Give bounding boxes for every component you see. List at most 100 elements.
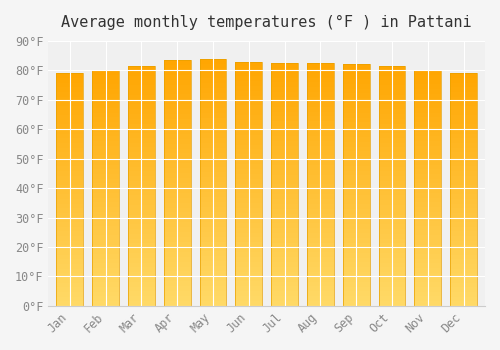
Bar bbox=[236, 164, 262, 169]
Bar bbox=[200, 237, 226, 242]
Bar bbox=[378, 210, 406, 215]
Bar bbox=[164, 124, 190, 129]
Bar bbox=[200, 182, 226, 187]
Bar bbox=[378, 114, 406, 119]
Bar bbox=[271, 107, 298, 112]
Bar bbox=[271, 146, 298, 150]
Bar bbox=[56, 213, 84, 217]
Bar bbox=[92, 197, 119, 202]
Bar bbox=[56, 120, 84, 125]
Bar bbox=[378, 253, 406, 258]
Bar bbox=[200, 138, 226, 143]
Bar bbox=[450, 138, 477, 143]
Bar bbox=[92, 75, 119, 80]
Bar bbox=[200, 69, 226, 74]
Bar bbox=[236, 96, 262, 100]
Bar bbox=[164, 296, 190, 301]
Bar bbox=[414, 99, 441, 103]
Bar bbox=[56, 268, 84, 273]
Bar bbox=[271, 73, 298, 78]
Bar bbox=[271, 257, 298, 262]
Bar bbox=[307, 189, 334, 194]
Bar bbox=[200, 246, 226, 251]
Bar bbox=[378, 262, 406, 267]
Bar bbox=[92, 230, 119, 235]
Bar bbox=[92, 235, 119, 240]
Bar bbox=[164, 198, 190, 203]
Bar bbox=[414, 70, 441, 306]
Bar bbox=[164, 188, 190, 193]
Bar bbox=[200, 108, 226, 113]
Bar bbox=[164, 109, 190, 114]
Bar bbox=[307, 286, 334, 291]
Bar bbox=[236, 159, 262, 164]
Bar bbox=[128, 172, 155, 176]
Bar bbox=[307, 63, 334, 306]
Bar bbox=[164, 271, 190, 276]
Bar bbox=[307, 87, 334, 92]
Bar bbox=[92, 141, 119, 146]
Bar bbox=[200, 143, 226, 148]
Bar bbox=[414, 94, 441, 99]
Bar bbox=[414, 240, 441, 245]
Bar bbox=[342, 209, 369, 214]
Bar bbox=[92, 245, 119, 249]
Bar bbox=[200, 133, 226, 138]
Bar bbox=[307, 257, 334, 262]
Bar bbox=[236, 81, 262, 86]
Bar bbox=[378, 138, 406, 143]
Bar bbox=[450, 83, 477, 87]
Bar bbox=[56, 92, 84, 97]
Bar bbox=[307, 146, 334, 150]
Bar bbox=[236, 135, 262, 140]
Bar bbox=[92, 207, 119, 212]
Bar bbox=[200, 251, 226, 257]
Bar bbox=[378, 143, 406, 147]
Bar bbox=[414, 80, 441, 84]
Bar bbox=[128, 85, 155, 90]
Bar bbox=[307, 136, 334, 141]
Bar bbox=[378, 287, 406, 292]
Bar bbox=[271, 175, 298, 180]
Bar bbox=[92, 240, 119, 245]
Bar bbox=[128, 66, 155, 71]
Bar bbox=[200, 162, 226, 167]
Bar bbox=[128, 128, 155, 133]
Bar bbox=[378, 224, 406, 229]
Bar bbox=[200, 172, 226, 177]
Bar bbox=[378, 66, 406, 306]
Bar bbox=[56, 273, 84, 278]
Bar bbox=[271, 243, 298, 247]
Bar bbox=[164, 60, 190, 306]
Bar bbox=[271, 180, 298, 184]
Bar bbox=[128, 99, 155, 104]
Bar bbox=[56, 222, 84, 227]
Bar bbox=[200, 128, 226, 133]
Bar bbox=[128, 167, 155, 172]
Bar bbox=[414, 278, 441, 282]
Bar bbox=[92, 264, 119, 268]
Bar bbox=[164, 99, 190, 104]
Bar bbox=[236, 169, 262, 174]
Bar bbox=[378, 167, 406, 172]
Bar bbox=[56, 241, 84, 245]
Bar bbox=[271, 296, 298, 301]
Bar bbox=[236, 115, 262, 120]
Bar bbox=[307, 247, 334, 252]
Bar bbox=[414, 89, 441, 94]
Bar bbox=[236, 208, 262, 213]
Bar bbox=[236, 262, 262, 267]
Bar bbox=[56, 134, 84, 138]
Bar bbox=[56, 111, 84, 115]
Bar bbox=[236, 91, 262, 96]
Bar bbox=[414, 70, 441, 75]
Bar bbox=[164, 301, 190, 306]
Bar bbox=[200, 217, 226, 222]
Bar bbox=[271, 272, 298, 277]
Bar bbox=[164, 242, 190, 247]
Bar bbox=[414, 254, 441, 259]
Bar bbox=[92, 249, 119, 254]
Bar bbox=[128, 267, 155, 272]
Bar bbox=[236, 291, 262, 296]
Bar bbox=[164, 119, 190, 124]
